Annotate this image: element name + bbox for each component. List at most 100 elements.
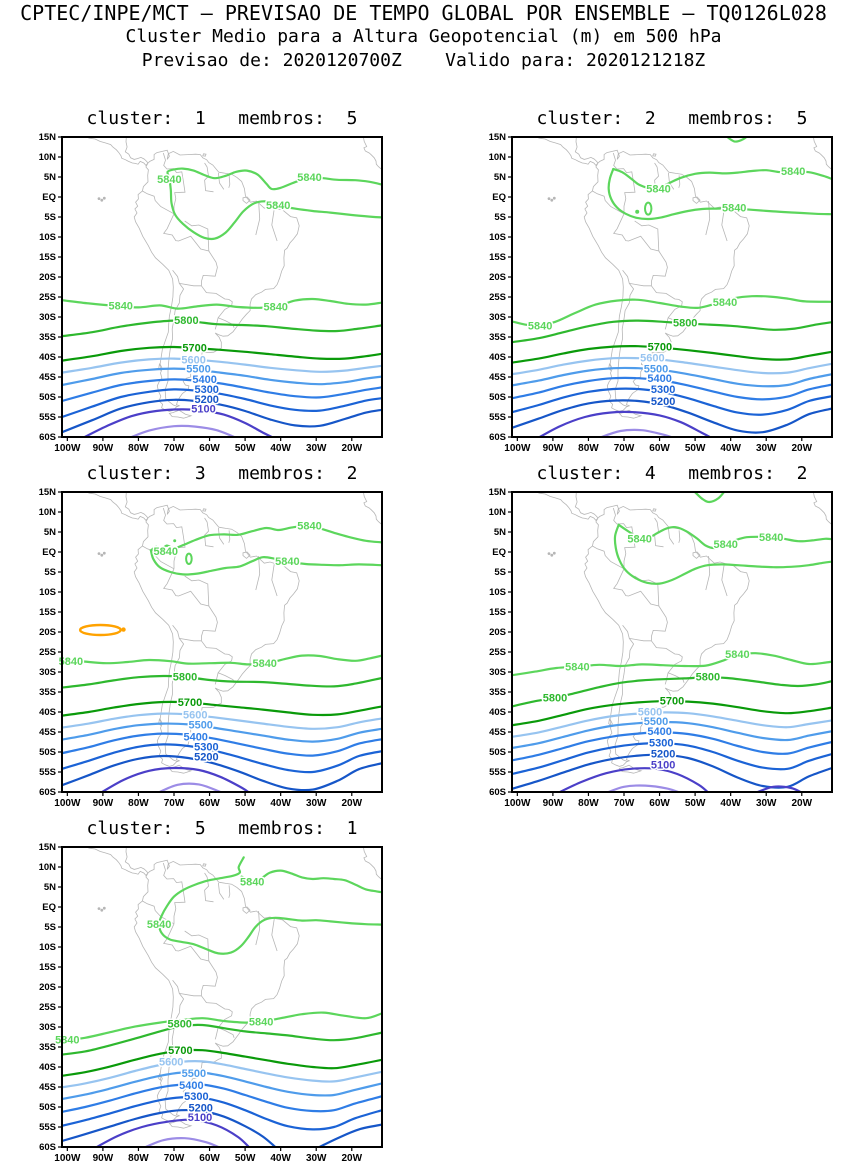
- svg-text:45S: 45S: [489, 372, 506, 383]
- lat-axis: 15N 10N 5N EQ 5S 10S 15S 20S 25S 30S 35S 40S 45S 50S 5…: [39, 842, 62, 1153]
- contour-label: 5840: [263, 302, 287, 314]
- svg-text:35S: 35S: [489, 687, 506, 698]
- contour-label: 5840: [275, 556, 299, 568]
- contour-label: 5400: [647, 373, 671, 385]
- svg-text:EQ: EQ: [42, 192, 56, 203]
- svg-text:70W: 70W: [614, 443, 635, 454]
- contour-label: 5840: [565, 661, 589, 673]
- svg-text:5N: 5N: [494, 527, 506, 538]
- contour-label: 5840: [266, 200, 290, 212]
- contour-label: 5200: [188, 1102, 212, 1114]
- contour-label: 5600: [638, 707, 662, 719]
- map-plot-area: 5840 5840 5800 5800 570056005500540053005200…: [489, 487, 833, 809]
- svg-text:100W: 100W: [504, 798, 531, 809]
- lon-axis: 100W 90W 80W 70W 60W 50W 40W 30W 20W: [54, 1147, 363, 1164]
- contour-label: 5700: [648, 342, 672, 354]
- contour-label: 5300: [649, 737, 673, 749]
- contour-label: 5840: [713, 297, 737, 309]
- contour-label: 5800: [174, 315, 198, 327]
- svg-text:5N: 5N: [44, 172, 56, 183]
- svg-text:60S: 60S: [39, 432, 56, 443]
- lat-axis: 15N 10N 5N EQ 5S 10S 15S 20S 25S 30S 35S 40S 45S 50S 5…: [39, 487, 62, 798]
- svg-text:50S: 50S: [39, 747, 56, 758]
- svg-text:50W: 50W: [685, 443, 706, 454]
- contour-label: 5300: [194, 384, 218, 396]
- contour-label: 5840: [759, 532, 783, 544]
- svg-text:40S: 40S: [489, 707, 506, 718]
- svg-text:35S: 35S: [39, 687, 56, 698]
- svg-text:45S: 45S: [39, 727, 56, 738]
- svg-text:45S: 45S: [39, 1082, 56, 1093]
- contour-label: 5100: [651, 759, 675, 771]
- svg-text:80W: 80W: [128, 798, 149, 809]
- svg-text:EQ: EQ: [492, 547, 506, 558]
- svg-text:100W: 100W: [504, 443, 531, 454]
- svg-text:60W: 60W: [649, 798, 670, 809]
- map-frame: [511, 136, 833, 438]
- svg-text:40S: 40S: [489, 352, 506, 363]
- svg-text:90W: 90W: [543, 443, 564, 454]
- lon-axis: 100W 90W 80W 70W 60W 50W 40W 30W 20W: [504, 792, 813, 809]
- contour-label: 5800: [173, 671, 197, 683]
- svg-text:30S: 30S: [489, 667, 506, 678]
- svg-text:5S: 5S: [494, 212, 506, 223]
- svg-text:40S: 40S: [39, 352, 56, 363]
- contour-label: 5600: [159, 1056, 183, 1068]
- svg-text:10S: 10S: [39, 232, 56, 243]
- contour-label: 5700: [168, 1045, 192, 1057]
- svg-text:30S: 30S: [489, 312, 506, 323]
- svg-text:15N: 15N: [39, 132, 57, 143]
- svg-text:20W: 20W: [791, 798, 812, 809]
- cluster-5-map: 5840 5840 5800 5700560055005400530052005100…: [39, 842, 383, 1164]
- svg-text:20S: 20S: [489, 627, 506, 638]
- svg-text:50S: 50S: [39, 1102, 56, 1113]
- contour-label: 5200: [194, 394, 218, 406]
- contour-label: 5200: [651, 396, 675, 408]
- lon-axis: 100W 90W 80W 70W 60W 50W 40W 30W 20W: [504, 437, 813, 454]
- svg-text:50W: 50W: [235, 1153, 256, 1164]
- contour-label: 5100: [188, 1112, 212, 1124]
- svg-text:EQ: EQ: [42, 902, 56, 913]
- svg-text:80W: 80W: [128, 1153, 149, 1164]
- svg-text:40W: 40W: [720, 443, 741, 454]
- contour-label: 5800: [543, 693, 567, 705]
- svg-text:35S: 35S: [489, 332, 506, 343]
- svg-text:60W: 60W: [649, 443, 670, 454]
- panel-title-cluster-2: cluster: 2 membros: 5: [536, 108, 808, 129]
- svg-text:55S: 55S: [39, 412, 56, 423]
- svg-text:90W: 90W: [93, 798, 114, 809]
- map-plot-area: 5840 5840 5800 5700560055005400530052005100…: [39, 842, 383, 1164]
- svg-text:50W: 50W: [235, 798, 256, 809]
- svg-text:15N: 15N: [489, 487, 507, 498]
- svg-text:35S: 35S: [39, 1042, 56, 1053]
- svg-text:5S: 5S: [44, 212, 56, 223]
- svg-text:60S: 60S: [489, 787, 506, 798]
- contour-label: 5700: [178, 697, 202, 709]
- contour-dot: [121, 627, 126, 632]
- contour-label: 5840: [59, 656, 83, 668]
- svg-text:25S: 25S: [39, 1002, 56, 1013]
- contour-label: 5840: [55, 1035, 79, 1047]
- svg-text:20S: 20S: [39, 627, 56, 638]
- svg-text:15S: 15S: [39, 607, 56, 618]
- contour-label: 5300: [194, 741, 218, 753]
- contour-labels: 5840584058005700560055005400530052005840…: [526, 164, 807, 409]
- contour-label: 5300: [184, 1091, 208, 1103]
- svg-text:50S: 50S: [489, 392, 506, 403]
- contour-label: 5840: [108, 300, 132, 312]
- south-america-basemap: [85, 847, 382, 1129]
- svg-text:20S: 20S: [39, 272, 56, 283]
- contour-label: 5400: [179, 1080, 203, 1092]
- svg-text:40W: 40W: [270, 443, 291, 454]
- svg-text:30W: 30W: [306, 443, 327, 454]
- svg-text:10S: 10S: [39, 942, 56, 953]
- svg-text:60W: 60W: [199, 1153, 220, 1164]
- contour-label: 5840: [722, 203, 746, 215]
- svg-text:40W: 40W: [270, 798, 291, 809]
- svg-text:20W: 20W: [341, 1153, 362, 1164]
- svg-text:10S: 10S: [489, 587, 506, 598]
- contour-label: 5840: [147, 919, 171, 931]
- contour-label: 5100: [191, 404, 215, 416]
- svg-text:20S: 20S: [39, 982, 56, 993]
